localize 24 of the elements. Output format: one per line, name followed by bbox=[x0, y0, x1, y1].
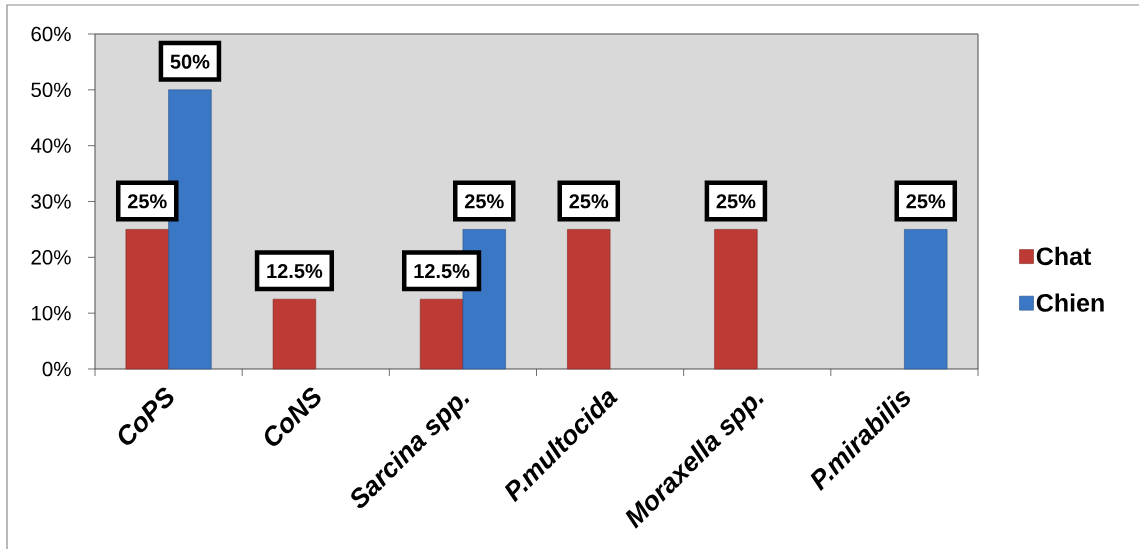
bar bbox=[168, 89, 212, 370]
data-label: 25% bbox=[127, 194, 167, 209]
bar bbox=[125, 229, 169, 370]
y-tick-label: 50% bbox=[31, 82, 71, 98]
y-tick-label: 60% bbox=[31, 26, 71, 42]
legend-label: Chat bbox=[1036, 246, 1092, 266]
bar bbox=[714, 229, 758, 370]
data-label: 12.5% bbox=[414, 263, 470, 279]
bar bbox=[904, 229, 948, 370]
data-label: 12.5% bbox=[267, 263, 323, 279]
data-label: 25% bbox=[464, 194, 504, 209]
data-label: 25% bbox=[716, 194, 756, 209]
y-tick-label: 40% bbox=[30, 138, 71, 153]
data-label: 25% bbox=[906, 194, 946, 209]
y-tick-label: 30% bbox=[31, 194, 71, 209]
bar bbox=[567, 229, 611, 370]
bar bbox=[272, 298, 317, 370]
y-tick-label: 20% bbox=[31, 250, 71, 265]
data-label: 25% bbox=[569, 194, 609, 209]
y-tick-label: 10% bbox=[32, 305, 71, 321]
bar bbox=[419, 298, 464, 370]
data-label: 50% bbox=[170, 54, 210, 69]
legend-label: Chien bbox=[1036, 293, 1104, 312]
y-tick-label: 0% bbox=[42, 361, 71, 377]
